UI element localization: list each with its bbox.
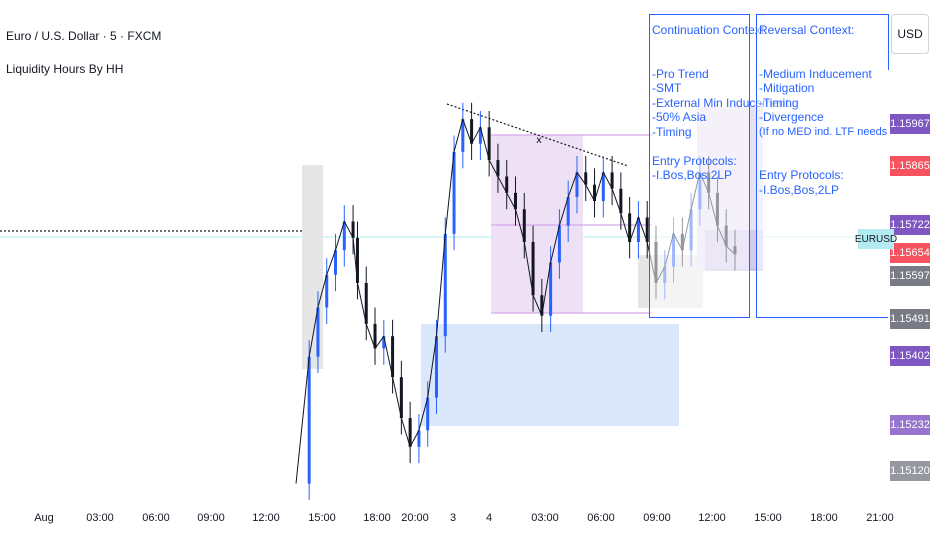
note-line: Reversal Context: [759,23,855,37]
candle-body [487,127,491,161]
candle-body [452,151,456,234]
note-line [652,38,747,53]
time-tick-label: 12:00 [698,512,726,524]
note-line: -Timing [652,124,692,139]
note-line [759,52,886,67]
candle-body [351,221,355,238]
currency-button[interactable]: USD [891,14,929,54]
candle-body [584,172,588,185]
candle-body [334,250,338,275]
time-tick-label: 09:00 [643,512,671,524]
candle-body [522,209,526,242]
candle-body [514,192,517,210]
candle-body [364,282,368,324]
time-tick-label: 03:00 [531,512,559,524]
time-tick-label: Aug [34,512,54,524]
price-label: 1.15654 [890,242,930,263]
candle-body [496,160,500,177]
note-line: -Pro Trend [652,66,709,81]
note-line [759,38,886,53]
candle-body [373,323,377,349]
note-line: Entry Protocols: [652,153,737,168]
candle-body [417,430,421,447]
candle-body [557,225,561,263]
candle-body [636,217,640,242]
time-tick-label: 15:00 [308,512,336,524]
time-tick-label: 15:00 [754,512,782,524]
note-line: -50% Asia [652,110,707,124]
price-label: 1.15597 [890,265,930,286]
note-line [759,154,886,169]
candle-body [434,336,438,398]
candle-body [593,184,597,202]
candle-body [645,217,649,242]
candle-body [575,172,579,197]
candle-body [325,274,329,308]
liquidity-zone-blue [421,324,679,426]
candle-body [316,307,320,357]
candle-body [531,242,535,296]
note-line [759,139,886,154]
candle-body [342,221,346,251]
price-label: 1.15402 [890,345,930,366]
note-line: -Medium Inducement [759,66,872,81]
note-line: -I.Bos,Bos,2LP [759,182,840,197]
candle-body [355,237,359,283]
price-label: 1.15120 [890,461,930,482]
candle-body [443,233,447,337]
note-line [652,52,747,67]
price-label: 1.15967 [890,114,930,135]
time-tick-label: 20:00 [401,512,429,524]
note-line [652,139,747,154]
note-line: -External Min Inducement [652,95,789,110]
candle-body [307,356,311,484]
price-label: 1.15722 [890,214,930,235]
time-tick-label: 4 [485,512,493,524]
candle-body [628,213,632,242]
note-line: -I.Bos,Bos,2LP [652,168,733,182]
note-line: Entry Protocols: [759,168,844,182]
chart-symbol-title[interactable]: Euro / U.S. Dollar · 5 · FXCM [6,29,162,43]
time-tick-label: 18:00 [810,512,838,524]
candle-body [478,127,482,144]
candle-body [470,119,474,144]
price-label: 1.15491 [890,309,930,330]
note-line: Continuation Context: [652,23,768,37]
time-tick-label: 12:00 [252,512,280,524]
candle-body [408,418,412,447]
note-line: -SMT [652,81,682,95]
symbol-tag: EURUSD [855,229,897,249]
note-line: -Divergence [759,110,824,124]
candle-body [399,377,403,419]
candle-body [619,188,623,214]
note-line: -Timing [759,95,799,110]
time-tick-label: 09:00 [197,512,225,524]
candle-body [601,172,605,202]
candle-body [426,397,430,431]
candle-body [391,336,395,378]
trendline-x-mark: x [536,135,542,146]
candle-body [382,336,386,349]
reversal-context-note[interactable]: Reversal Context: -Medium Inducement -Mi… [756,14,930,318]
time-tick-label: 03:00 [86,512,114,524]
note-line: -Mitigation [759,81,815,95]
candle-body [505,176,509,193]
price-label: 1.15865 [890,156,930,177]
price-axis[interactable]: 1.15967 1.15865 1.15722 1.15654 1.15597 1.154… [888,70,932,500]
time-tick-label: 06:00 [587,512,615,524]
time-tick-label: 06:00 [142,512,170,524]
time-tick-label: 21:00 [866,512,894,524]
time-tick-label: 3 [449,512,457,524]
continuation-context-note[interactable]: Continuation Context: -Pro Trend -SMT -E… [649,14,789,318]
candle-body [540,295,544,316]
candle-body [610,172,614,189]
price-label: 1.15232 [890,415,930,436]
time-tick-label: 18:00 [363,512,391,524]
indicator-title[interactable]: Liquidity Hours By HH [6,62,124,76]
note-line: (If no MED ind. LTF needs Min Idn) [759,125,930,138]
candle-body [566,196,570,226]
candle-body [549,262,553,316]
candle-body [461,119,465,152]
